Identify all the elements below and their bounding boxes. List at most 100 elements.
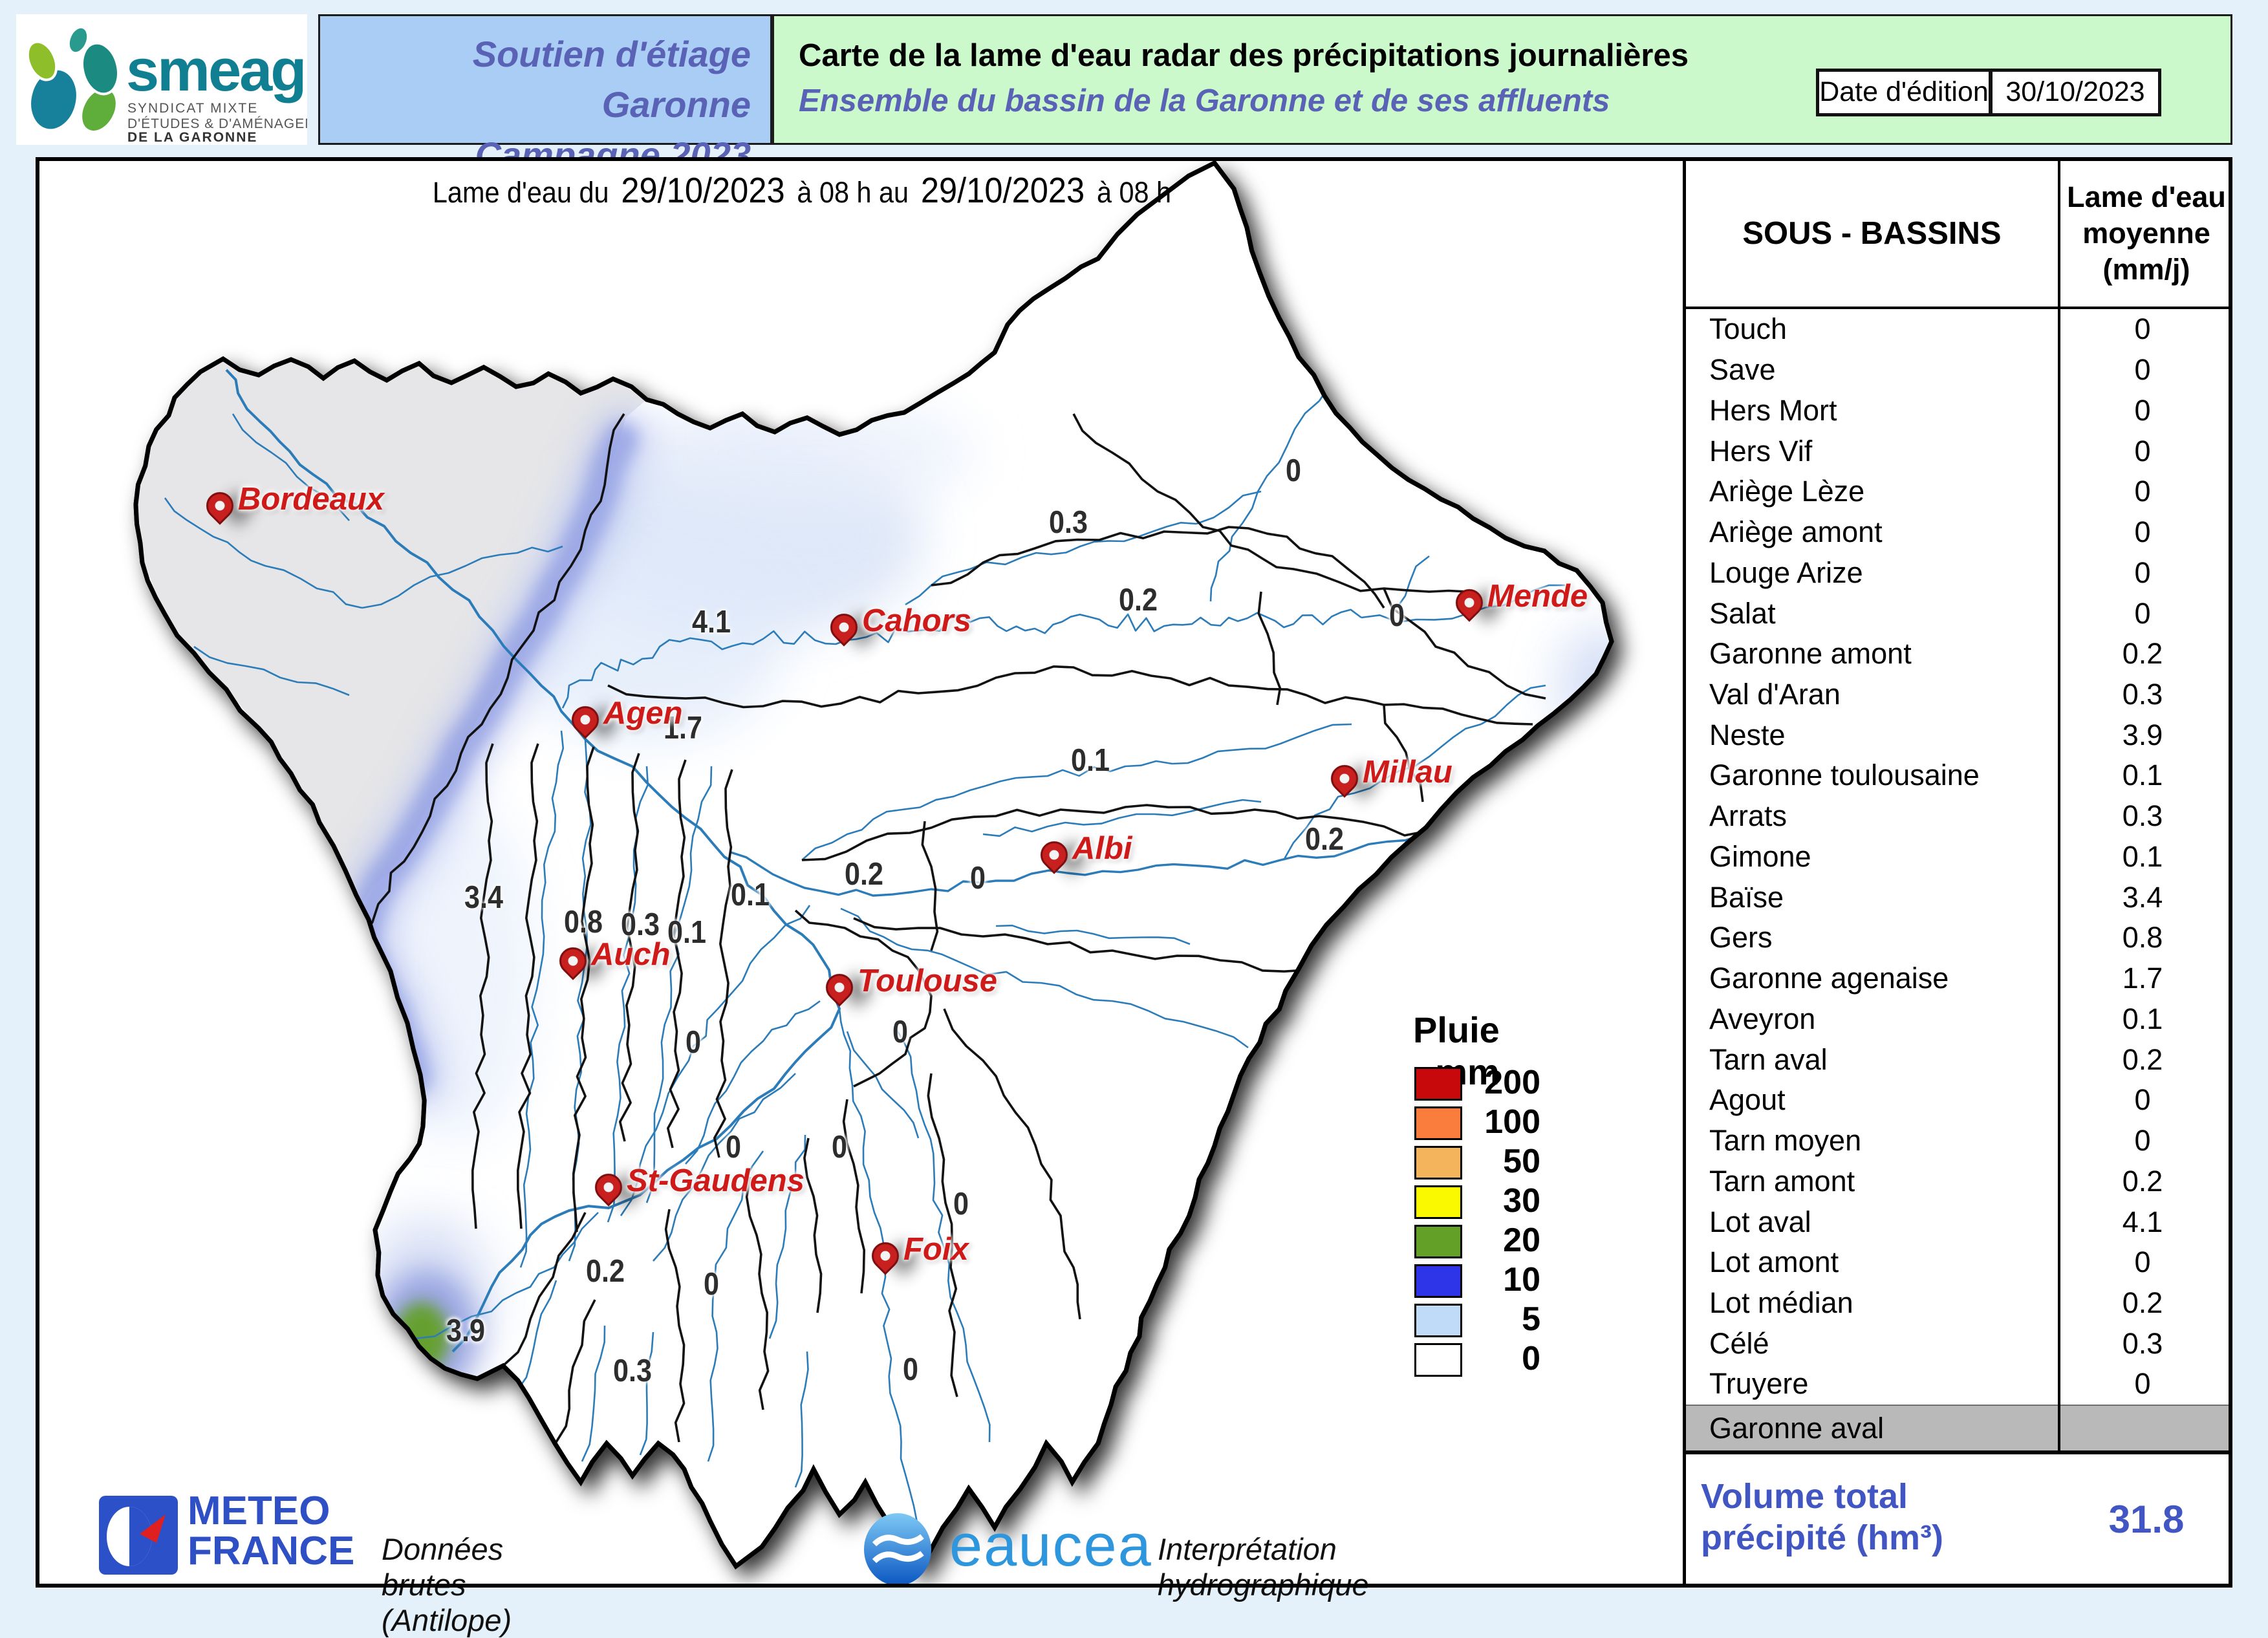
map-title-prefix: Lame d'eau du <box>432 176 609 209</box>
table-row: Aveyron 0.1 <box>1686 998 2232 1039</box>
legend-label: 5 <box>1522 1300 1540 1338</box>
legend-label: 200 <box>1484 1064 1540 1101</box>
edition-date-value: 30/10/2023 <box>1989 69 2161 116</box>
basin-name: Agout <box>1709 1083 1786 1117</box>
basin-name: Baïse <box>1709 880 1784 914</box>
basin-name: Lot amont <box>1709 1245 1839 1279</box>
basin-value: 0 <box>2134 1083 2151 1117</box>
basin-value: 0 <box>2134 434 2151 468</box>
map-title-date1: 29/10/2023 <box>621 170 785 210</box>
basin-mean-value: 0.1 <box>731 878 770 912</box>
basin-value: 0.3 <box>2122 677 2163 711</box>
city-label: Auch <box>591 937 671 972</box>
basin-value: 1.7 <box>2122 962 2163 995</box>
basin-name: Gimone <box>1709 839 1811 873</box>
document-title-banner: Carte de la lame d'eau radar des précipi… <box>772 14 2232 145</box>
city-label: Bordeaux <box>238 482 385 517</box>
legend-label: 50 <box>1503 1143 1540 1180</box>
basin-name: Arrats <box>1709 799 1787 833</box>
basin-mean-value: 0.2 <box>845 857 883 892</box>
basin-value: 0.2 <box>2122 637 2163 671</box>
table-row: Val d'Aran 0.3 <box>1686 674 2232 715</box>
table-row: Hers Mort 0 <box>1686 390 2232 431</box>
basin-name: Touch <box>1709 312 1787 346</box>
basin-name: Tarn amont <box>1709 1164 1855 1198</box>
total-box-divider <box>1683 1450 2232 1454</box>
basin-value: 0 <box>2134 1245 2151 1279</box>
basin-value: 0 <box>2134 475 2151 508</box>
legend-swatch <box>1414 1146 1462 1180</box>
basin-name: Truyere <box>1709 1367 1809 1401</box>
table-row: Lot médian 0.2 <box>1686 1283 2232 1324</box>
table-row: Baïse 3.4 <box>1686 877 2232 918</box>
table-row: Garonne agenaise 1.7 <box>1686 958 2232 999</box>
basin-mean-value: 0 <box>704 1267 719 1302</box>
basin-mean-value: 0 <box>903 1352 918 1387</box>
legend-swatch <box>1414 1264 1462 1298</box>
basin-name: Célé <box>1709 1326 1769 1360</box>
basin-mean-value: 0.2 <box>1119 583 1158 618</box>
meteo-france-wordmark: METEO FRANCE <box>188 1489 355 1573</box>
table-row: Agout 0 <box>1686 1080 2232 1121</box>
table-row: Truyere 0 <box>1686 1364 2232 1405</box>
city-label: Cahors <box>862 603 971 638</box>
basin-mean-value: 0.8 <box>564 905 603 940</box>
table-row: Célé 0.3 <box>1686 1323 2232 1364</box>
basin-map <box>133 160 1614 1578</box>
basin-value: 0.8 <box>2122 921 2163 954</box>
basin-name: Tarn aval <box>1709 1042 1828 1076</box>
basin-value: 0 <box>2134 555 2151 589</box>
edition-date-label: Date d'édition <box>1816 69 1992 116</box>
legend-swatch <box>1414 1185 1462 1219</box>
basin-name: Gers <box>1709 921 1773 954</box>
eaucea-wordmark: eaucea <box>949 1513 1152 1579</box>
basin-mean-value: 3.4 <box>464 880 503 915</box>
basin-value: 0.1 <box>2122 839 2163 873</box>
table-row: Tarn aval 0.2 <box>1686 1039 2232 1080</box>
basin-value: 0 <box>2134 1367 2151 1401</box>
basin-value: 0.2 <box>2122 1286 2163 1319</box>
basin-value: 4.1 <box>2122 1205 2163 1238</box>
basin-mean-value: 0 <box>686 1025 701 1060</box>
basin-value: 0 <box>2134 596 2151 630</box>
table-row: Arrats 0.3 <box>1686 796 2232 837</box>
legend-swatch <box>1414 1304 1462 1337</box>
basin-mean-value: 0.3 <box>613 1353 652 1388</box>
basin-value: 0 <box>2134 353 2151 387</box>
basin-mean-value: 0 <box>970 861 986 896</box>
interpretation-credit: Interprétation hydrographique <box>1158 1532 1369 1602</box>
page-subtitle: Ensemble du bassin de la Garonne et de s… <box>799 83 1610 118</box>
basin-mean-value: 3.9 <box>446 1313 485 1348</box>
basin-name: Hers Mort <box>1709 393 1837 427</box>
map-title: Lame d'eau du 29/10/2023 à 08 h au 29/10… <box>385 169 1218 211</box>
basin-name: Lot aval <box>1709 1205 1811 1238</box>
meteo-france-icon <box>99 1496 178 1575</box>
raw-data-credit: Données brutes (Antilope) <box>382 1532 512 1637</box>
basin-value: 0.3 <box>2122 1326 2163 1360</box>
basin-value: 0 <box>2134 312 2151 346</box>
basin-name: Ariège Lèze <box>1709 475 1865 508</box>
basin-mean-value: 0 <box>726 1130 741 1165</box>
table-row: Ariège amont 0 <box>1686 512 2232 553</box>
city-label: Foix <box>903 1232 969 1267</box>
table-row: Tarn moyen 0 <box>1686 1121 2232 1161</box>
basin-name: Save <box>1709 353 1776 387</box>
smeag-logo: smeag SYNDICAT MIXTE D'ÉTUDES & D'AMÉNAG… <box>16 14 345 145</box>
basin-name: Salat <box>1709 596 1776 630</box>
campaign-banner: Soutien d'étiage Garonne Campagne 2023 <box>318 14 772 175</box>
basin-name: Tarn moyen <box>1709 1124 1862 1158</box>
smeag-subtitle-3: DE LA GARONNE <box>127 130 257 145</box>
basin-name: Hers Vif <box>1709 434 1813 468</box>
city-label: Millau <box>1363 755 1453 790</box>
table-row: Gers 0.8 <box>1686 918 2232 958</box>
legend-label: 20 <box>1503 1222 1540 1259</box>
city-label: Toulouse <box>858 964 997 998</box>
basin-mean-value: 0.3 <box>621 907 660 942</box>
city-label: Mende <box>1487 579 1588 614</box>
city-label: Agen <box>603 696 683 731</box>
table-header-value: Lame d'eau moyenne (mm/j) <box>2067 180 2226 286</box>
table-row: Garonne toulousaine 0.1 <box>1686 755 2232 796</box>
basin-name: Neste <box>1709 718 1786 751</box>
basin-value: 3.9 <box>2122 718 2163 751</box>
basin-mean-value: 1.7 <box>664 711 702 746</box>
